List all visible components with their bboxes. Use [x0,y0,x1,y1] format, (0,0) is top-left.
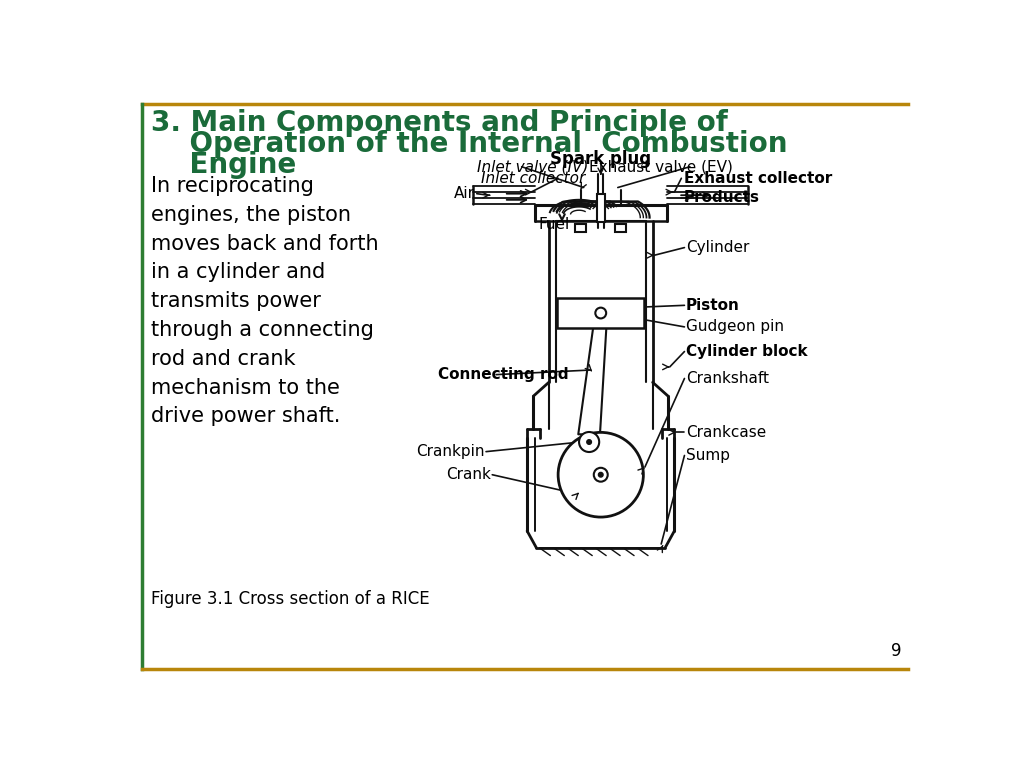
Circle shape [598,472,603,477]
Text: Fuel: Fuel [539,217,570,232]
Text: Sump: Sump [686,448,730,463]
Text: Crankpin: Crankpin [416,444,484,459]
Bar [557,298,644,328]
Text: Products: Products [684,190,760,205]
Circle shape [587,439,592,444]
Text: Inlet valve (IV): Inlet valve (IV) [477,160,588,174]
Text: Operation of the Internal  Combustion: Operation of the Internal Combustion [152,130,787,158]
Text: In reciprocating
engines, the piston
moves back and forth
in a cylinder and
tran: In reciprocating engines, the piston mov… [152,176,379,426]
Circle shape [595,308,606,318]
Text: Piston: Piston [686,298,740,313]
Text: Inlet collector: Inlet collector [480,171,585,186]
Bar [575,225,586,232]
Text: 3. Main Components and Principle of: 3. Main Components and Principle of [152,109,728,137]
Circle shape [579,432,599,452]
Text: Crankshaft: Crankshaft [686,371,769,386]
Text: Exhaust collector: Exhaust collector [684,171,831,186]
Text: Spark plug: Spark plug [550,150,651,168]
Text: 9: 9 [891,641,901,660]
Bar [597,194,604,222]
Text: Gudgeon pin: Gudgeon pin [686,319,784,334]
Circle shape [594,468,607,482]
Bar [615,225,627,232]
Text: Crankcase: Crankcase [686,425,766,440]
Text: Exhaust valve (EV): Exhaust valve (EV) [589,160,732,174]
Text: Crank: Crank [445,467,490,482]
Text: Connecting rod: Connecting rod [438,367,568,382]
Text: Figure 3.1 Cross section of a RICE: Figure 3.1 Cross section of a RICE [152,591,430,608]
Text: Air: Air [455,186,475,201]
Text: Cylinder block: Cylinder block [686,344,808,359]
Text: Engine: Engine [152,150,297,179]
Text: Cylinder: Cylinder [686,240,750,255]
Circle shape [558,433,643,517]
